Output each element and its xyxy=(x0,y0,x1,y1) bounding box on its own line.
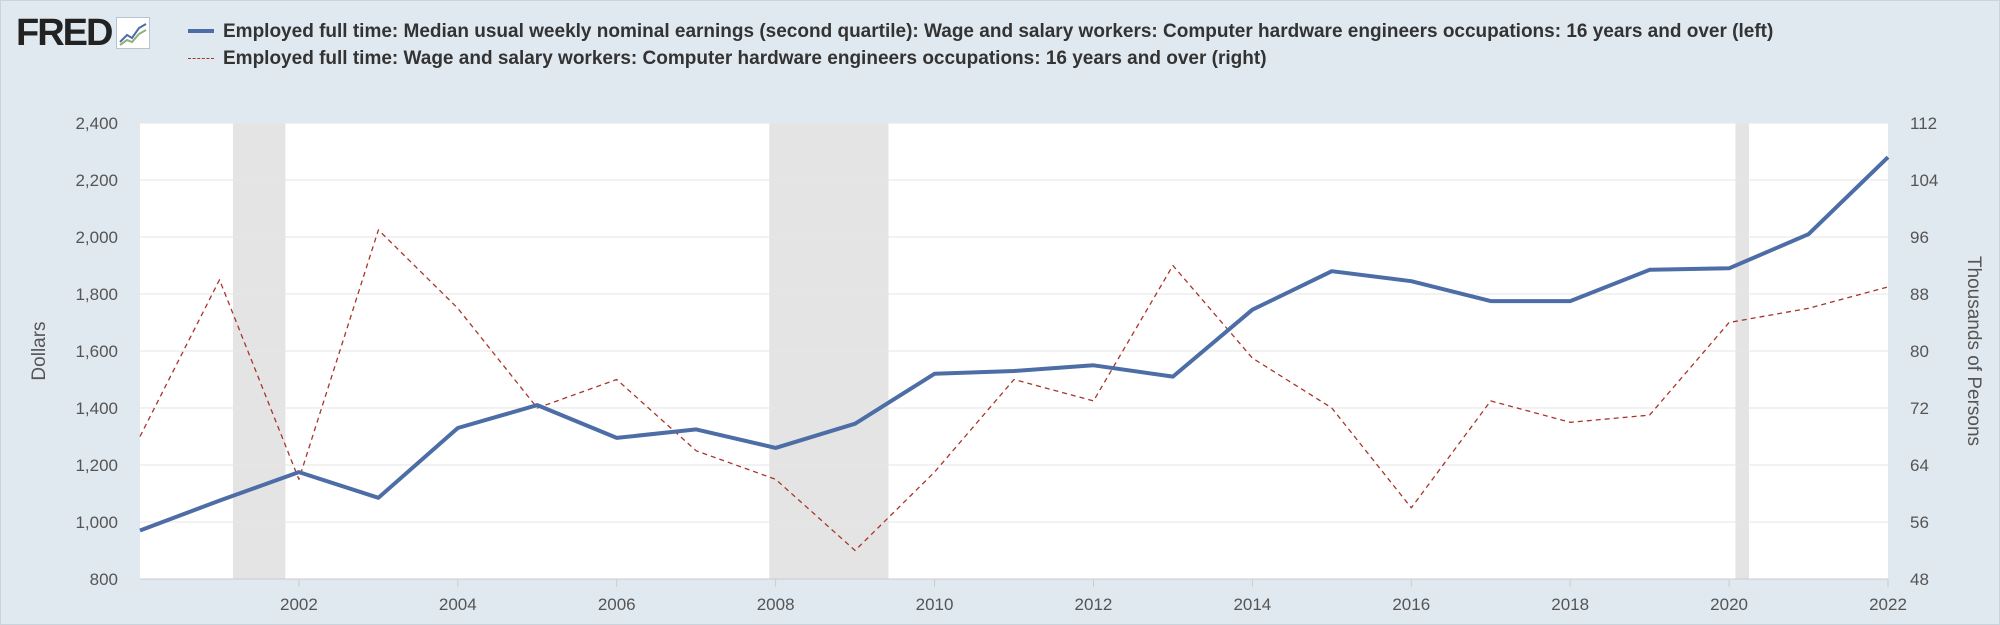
logo-text: FRED xyxy=(16,12,113,54)
y-tick-left-5: 1,800 xyxy=(75,285,118,304)
y-tick-right-0: 48 xyxy=(1910,570,1929,589)
y-tick-left-1: 1,000 xyxy=(75,513,118,532)
chart-icon xyxy=(116,17,151,49)
y-tick-left-3: 1,400 xyxy=(75,399,118,418)
legend-label-employed: Employed full time: Wage and salary work… xyxy=(223,48,1267,69)
y-tick-right-7: 104 xyxy=(1910,171,1938,190)
y-tick-right-2: 64 xyxy=(1910,456,1929,475)
y-tick-left-2: 1,200 xyxy=(75,456,118,475)
x-tick-label-5: 2012 xyxy=(1075,595,1113,614)
y-tick-right-6: 96 xyxy=(1910,228,1929,247)
x-tick-label-6: 2014 xyxy=(1233,595,1271,614)
y-tick-left-8: 2,400 xyxy=(75,114,118,133)
x-tick-label-7: 2016 xyxy=(1392,595,1430,614)
legend-swatch-solid xyxy=(188,29,214,33)
y-axis-title-left: Dollars xyxy=(29,321,50,380)
x-tick-label-3: 2008 xyxy=(757,595,795,614)
legend-item-earnings[interactable]: Employed full time: Median usual weekly … xyxy=(188,18,1818,45)
y-tick-left-6: 2,000 xyxy=(75,228,118,247)
x-tick-label-1: 2004 xyxy=(439,595,477,614)
fred-logo[interactable]: FRED xyxy=(16,10,151,56)
chart-legend: Employed full time: Median usual weekly … xyxy=(188,18,1818,72)
y-tick-right-3: 72 xyxy=(1910,399,1929,418)
x-tick-label-2: 2006 xyxy=(598,595,636,614)
x-tick-label-0: 2002 xyxy=(280,595,318,614)
legend-label-earnings: Employed full time: Median usual weekly … xyxy=(223,21,1774,42)
y-tick-right-8: 112 xyxy=(1910,114,1937,133)
x-tick-label-4: 2010 xyxy=(916,595,954,614)
y-axis-title-right: Thousands of Persons xyxy=(1963,256,1984,446)
y-tick-right-4: 80 xyxy=(1910,342,1929,361)
y-tick-left-4: 1,600 xyxy=(75,342,118,361)
x-tick-label-10: 2022 xyxy=(1869,595,1907,614)
legend-item-employed[interactable]: Employed full time: Wage and salary work… xyxy=(188,45,1818,72)
x-tick-label-8: 2018 xyxy=(1551,595,1589,614)
y-tick-left-0: 800 xyxy=(90,570,118,589)
y-tick-right-5: 88 xyxy=(1910,285,1929,304)
x-tick-label-9: 2020 xyxy=(1710,595,1748,614)
legend-swatch-dashed xyxy=(188,58,214,59)
y-tick-left-7: 2,200 xyxy=(75,171,118,190)
y-tick-right-1: 56 xyxy=(1910,513,1929,532)
axis-layer: 800 48 1,000 56 1,200 64 1,400 72 1,600 80 1,800 88… xyxy=(75,114,1938,614)
series-layer xyxy=(139,155,1890,552)
